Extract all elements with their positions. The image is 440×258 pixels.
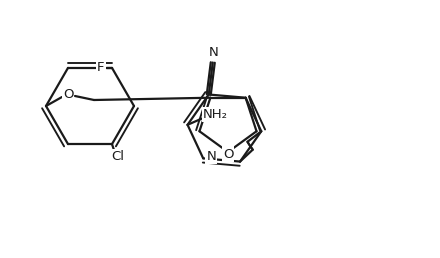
Text: Cl: Cl [111,150,125,163]
Text: NH₂: NH₂ [203,108,228,121]
Text: N: N [206,150,216,163]
Text: O: O [63,87,73,101]
Text: O: O [223,148,233,160]
Text: N: N [209,46,219,59]
Text: F: F [97,61,105,74]
